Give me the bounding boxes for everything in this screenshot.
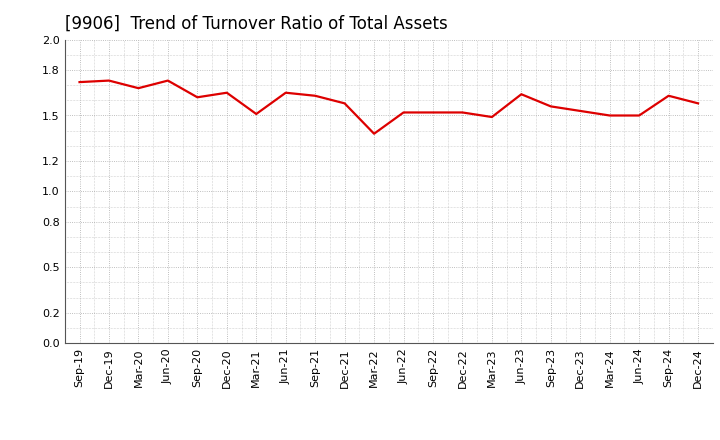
Text: [9906]  Trend of Turnover Ratio of Total Assets: [9906] Trend of Turnover Ratio of Total … — [65, 15, 448, 33]
